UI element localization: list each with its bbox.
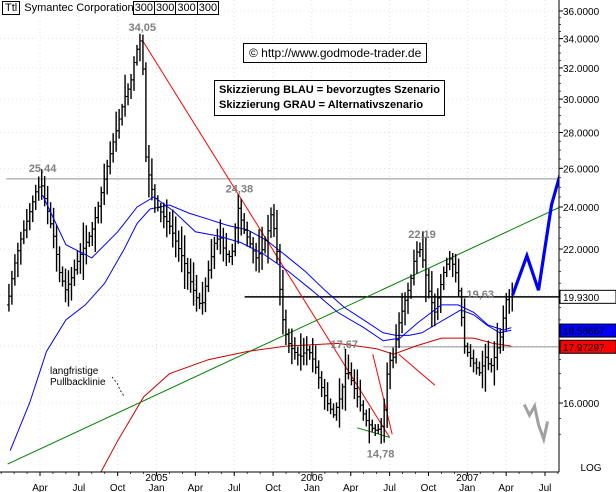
x-year-label: 2007	[456, 473, 479, 484]
x-tick-label: Oct	[421, 483, 437, 492]
y-tick-label: 30.0000	[563, 95, 600, 106]
y-tick-label: 36.0000	[563, 7, 600, 18]
grid-lines	[0, 0, 559, 472]
red-fan-right-line	[398, 353, 436, 386]
scenario-legend: Skizzierung BLAU = bevorzugtes Szenario …	[214, 80, 445, 116]
x-tick-label: Oct	[110, 483, 126, 492]
x-year-label: 2006	[301, 473, 324, 484]
price-badge	[559, 323, 616, 338]
indicator-label-1[interactable]: 300	[132, 1, 156, 15]
indicator-label-3[interactable]: 300	[175, 1, 198, 15]
x-tick-label: Jul	[228, 483, 241, 492]
price-annotation: 17,67	[331, 339, 359, 351]
scenario-gray-path	[522, 401, 550, 445]
y-tick-label: 16.0000	[563, 399, 600, 410]
x-tick-label: Apr	[32, 483, 48, 492]
y-tick-label: 32.0000	[563, 64, 600, 75]
price-annotation: 19,63	[466, 289, 494, 301]
price-badge-label: 19.9300	[563, 293, 600, 304]
x-tick-label: Jul	[539, 483, 552, 492]
x-tick-label: Jan	[459, 483, 475, 492]
price-annotation: 34,05	[129, 22, 157, 34]
y-tick-label: 28.0000	[563, 128, 600, 139]
copyright-box: © http://www.godmode-trader.de	[243, 43, 428, 63]
x-year-label: 2005	[145, 473, 168, 484]
indicator-label-4[interactable]: 300	[196, 1, 220, 15]
x-tick-label: Jul	[72, 483, 85, 492]
price-badge-label: 18.58667	[563, 327, 605, 338]
price-annotation: 24,38	[226, 183, 254, 195]
y-scale-label: LOG	[580, 463, 601, 474]
pullback-note-line: langfristige	[50, 366, 99, 377]
x-tick-label: Jul	[383, 483, 396, 492]
pullback-note-line: Pullbacklinie	[50, 377, 106, 388]
note-arrow	[111, 376, 125, 397]
y-tick-label: 34.0000	[563, 35, 600, 46]
ohlc-bars	[6, 33, 515, 444]
chart-title-bar: Ttl Symantec Corporation300 300 300 300	[2, 1, 220, 15]
sma-blue-line	[9, 204, 512, 451]
price-badge	[559, 289, 616, 304]
x-tick-label: Jan	[304, 483, 320, 492]
legend-line-gray: Skizzierung GRAU = Alternativszenario	[219, 99, 424, 111]
x-tick-label: Apr	[498, 483, 514, 492]
y-tick-label: 24.0000	[563, 203, 600, 214]
chart-title: Symantec Corporation	[24, 2, 134, 14]
sma-hidden	[10, 205, 511, 451]
price-badge-label: 17.97297	[563, 343, 605, 354]
y-tick-label: 26.0000	[563, 164, 600, 175]
price-annotation: 25,44	[29, 163, 57, 175]
copyright-text: © http://www.godmode-trader.de	[249, 46, 422, 60]
price-annotation: 14,78	[367, 448, 395, 460]
x-tick-label: Jan	[148, 483, 164, 492]
red-fan-left-line	[372, 354, 393, 435]
x-tick-label: Apr	[188, 483, 204, 492]
price-annotation: 22,19	[408, 229, 436, 241]
sma-short-line	[42, 194, 512, 342]
indicator-label-2[interactable]: 300	[154, 1, 177, 15]
price-badge	[559, 339, 616, 354]
symbol-label[interactable]: Ttl	[2, 1, 21, 15]
red-curve-line	[100, 337, 512, 472]
y-tick-label: 22.0000	[563, 245, 600, 256]
legend-line-blue: Skizzierung BLAU = bevorzugtes Szenario	[219, 84, 440, 96]
chart-annotations: 34,05 25,44 24,38 22,19 19,63 17,67 14,78 langf…	[29, 22, 494, 460]
x-tick-label: Apr	[343, 483, 359, 492]
scenario-blue-path	[511, 172, 559, 296]
x-tick-label: Oct	[265, 483, 281, 492]
